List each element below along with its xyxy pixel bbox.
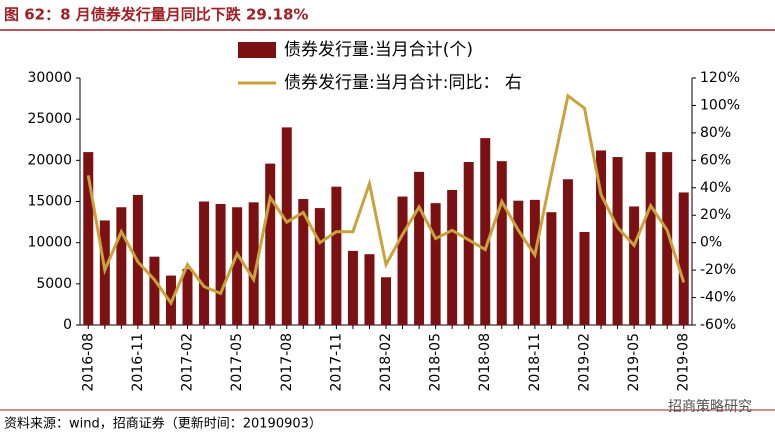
x-tick-label: 2019-02	[576, 333, 592, 392]
bar	[149, 256, 160, 325]
bar	[215, 203, 226, 325]
y-tick-label: 0	[63, 317, 72, 333]
x-tick-label: 2018-02	[378, 333, 394, 392]
bar	[430, 203, 441, 325]
chart-title: 图 62：8 月债券发行量月同比下跌 29.18%	[4, 6, 308, 24]
x-tick-label: 2019-05	[626, 333, 642, 392]
bar	[83, 152, 94, 325]
bar	[414, 171, 425, 325]
y2-tick-label: 60%	[700, 152, 731, 168]
y2-tick-label: 20%	[700, 207, 731, 223]
x-tick-label: 2019-08	[676, 333, 692, 392]
bar	[331, 186, 342, 325]
y-tick-label: 25000	[27, 111, 72, 127]
x-tick-label: 2018-08	[477, 333, 493, 392]
bar	[364, 254, 375, 325]
x-tick-label: 2017-02	[180, 333, 196, 392]
bar	[298, 199, 309, 325]
y-tick-label: 30000	[27, 70, 72, 86]
bar	[513, 200, 524, 325]
bar	[546, 212, 557, 325]
legend-label: 债券发行量:当月合计(个)	[284, 40, 473, 60]
bar	[496, 161, 507, 325]
y2-tick-label: 120%	[700, 70, 740, 86]
bar	[579, 231, 590, 325]
bar	[199, 201, 210, 325]
bar	[381, 277, 391, 325]
bar	[678, 192, 689, 325]
y-tick-label: 10000	[27, 235, 72, 251]
source: 资料来源：wind，招商证券（更新时间：20190903）	[4, 416, 322, 432]
bar	[447, 189, 458, 325]
bar	[612, 157, 623, 325]
bar	[232, 207, 243, 325]
x-tick-label: 2017-05	[229, 333, 245, 392]
y-tick-label: 20000	[27, 152, 72, 168]
bar	[596, 150, 607, 325]
y2-tick-label: 100%	[700, 97, 740, 113]
bar	[463, 161, 474, 325]
bar	[281, 127, 292, 326]
y2-tick-label: -40%	[700, 290, 736, 306]
legend-label: 债券发行量:当月合计:同比： 右	[284, 73, 522, 93]
y-tick-label: 15000	[27, 194, 72, 210]
x-tick-label: 2016-11	[130, 333, 146, 392]
y2-tick-label: 80%	[700, 125, 731, 141]
bar	[480, 138, 491, 325]
bar	[529, 199, 540, 325]
x-tick-label: 2017-08	[279, 333, 295, 392]
bar	[265, 163, 276, 325]
bar	[182, 269, 193, 325]
y2-tick-label: 40%	[700, 180, 731, 196]
bar	[397, 196, 408, 325]
y-tick-label: 5000	[36, 276, 72, 292]
bar	[629, 206, 640, 325]
bar	[248, 202, 259, 325]
x-tick-label: 2016-08	[80, 333, 96, 392]
y2-tick-label: -60%	[700, 317, 736, 333]
x-tick-label: 2018-11	[527, 333, 543, 392]
y2-tick-label: -20%	[700, 262, 736, 278]
line	[86, 93, 686, 307]
watermark: 招商策略研究	[668, 398, 752, 415]
x-tick-label: 2017-11	[328, 333, 344, 392]
y2-tick-label: 0%	[700, 235, 722, 251]
x-tick-label: 2018-05	[428, 333, 444, 392]
bar	[314, 208, 325, 325]
legend-swatch	[238, 42, 276, 58]
bar	[116, 207, 127, 325]
bar	[562, 179, 573, 325]
bar	[347, 250, 358, 325]
bar	[645, 152, 656, 325]
bar	[662, 152, 673, 325]
